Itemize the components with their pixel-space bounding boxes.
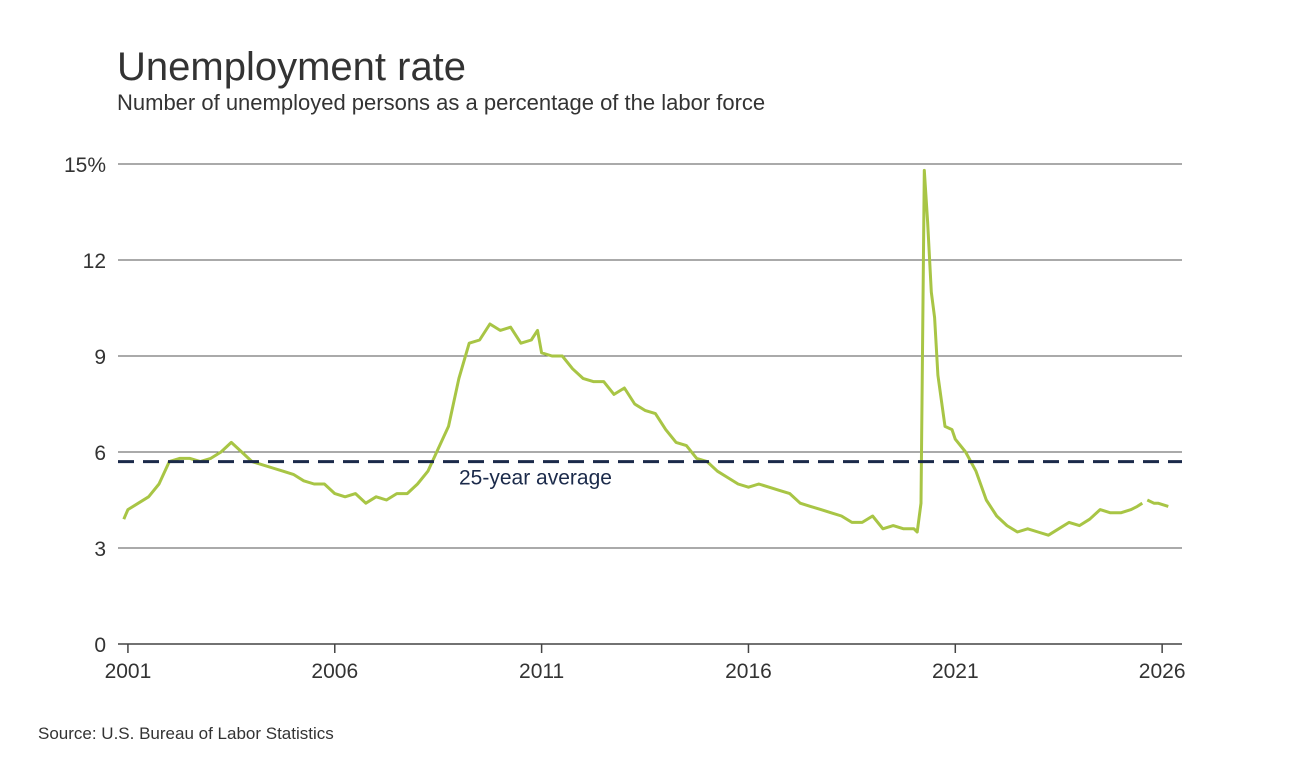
- y-tick-label: 12: [83, 250, 106, 273]
- average-label: 25-year average: [459, 467, 612, 490]
- x-tick-label: 2001: [105, 660, 152, 683]
- x-tick-label: 2006: [311, 660, 358, 683]
- y-tick-label: 3: [94, 538, 106, 561]
- y-tick-label: 6: [94, 442, 106, 465]
- chart-subtitle: Number of unemployed persons as a percen…: [117, 90, 765, 115]
- data-line: [122, 168, 1169, 537]
- chart-title: Unemployment rate: [117, 45, 466, 89]
- x-tick-label: 2021: [932, 660, 979, 683]
- y-tick-label: 9: [94, 346, 106, 369]
- y-tick-label: 0: [94, 634, 106, 657]
- x-tick-label: 2026: [1139, 660, 1186, 683]
- x-tick-label: 2016: [725, 660, 772, 683]
- source-note: Source: U.S. Bureau of Labor Statistics: [38, 724, 334, 743]
- x-tick-label: 2011: [519, 660, 564, 683]
- y-tick-label: 15%: [64, 154, 106, 177]
